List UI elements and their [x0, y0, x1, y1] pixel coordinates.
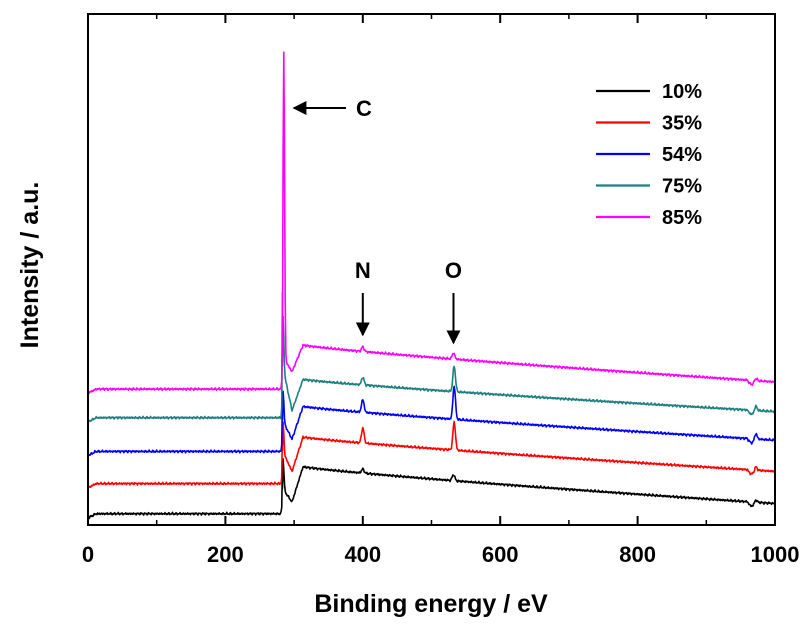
- annotation-c: C: [356, 96, 372, 121]
- x-tick-label: 200: [207, 542, 244, 567]
- series-line-85pct: [87, 51, 776, 394]
- y-axis-title: Intensity / a.u.: [16, 182, 44, 349]
- annotation-n: N: [355, 258, 371, 283]
- x-tick-label: 400: [344, 542, 381, 567]
- x-tick-label: 0: [82, 542, 94, 567]
- series-line-35pct: [87, 420, 776, 489]
- legend-label: 10%: [662, 81, 702, 103]
- x-tick-label: 1000: [751, 542, 800, 567]
- x-ticks: [87, 14, 776, 525]
- legend-label: 35%: [662, 113, 702, 135]
- series-curves: [87, 51, 776, 520]
- legend: 10% 35% 54% 75% 85%: [596, 81, 702, 229]
- x-tick-label: 600: [482, 542, 519, 567]
- peak-annotations: C N O: [292, 96, 462, 345]
- x-tick-labels: 0 200 400 600 800 1000: [82, 542, 800, 567]
- legend-label: 54%: [662, 144, 702, 166]
- series-line-54pct: [87, 385, 776, 457]
- series-line-75pct: [87, 315, 776, 423]
- legend-label: 75%: [662, 176, 702, 198]
- x-axis-title: Binding energy / eV: [314, 590, 548, 618]
- annotation-o: O: [445, 258, 462, 283]
- x-tick-label: 800: [619, 542, 656, 567]
- legend-label: 85%: [662, 207, 702, 229]
- series-line-10pct: [87, 458, 776, 520]
